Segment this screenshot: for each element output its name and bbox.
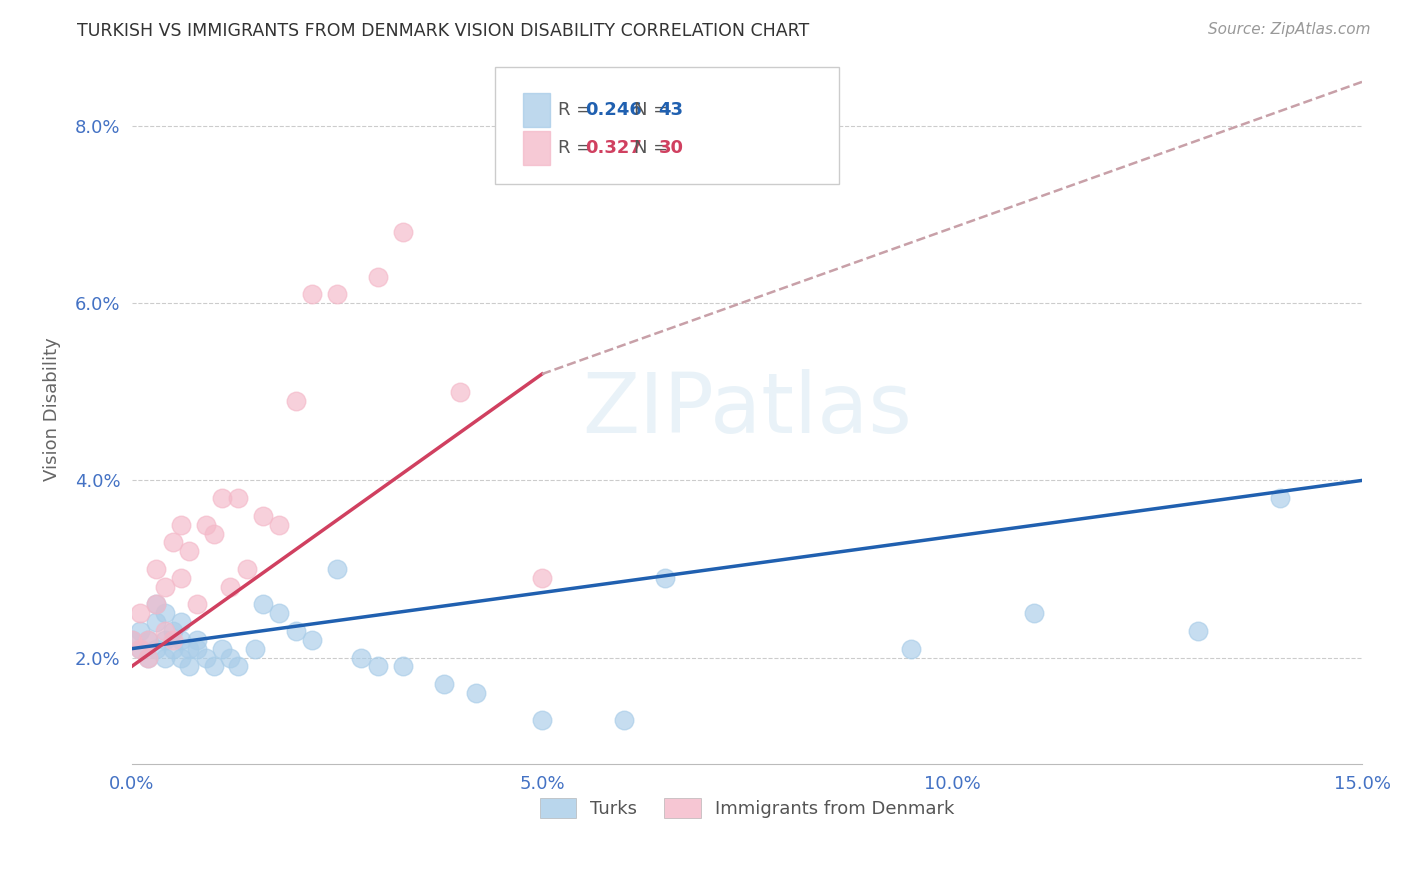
- Point: [186, 598, 208, 612]
- Point: [162, 624, 184, 638]
- Point: [136, 632, 159, 647]
- Text: ZIPatlas: ZIPatlas: [582, 369, 912, 450]
- Point: [121, 632, 143, 647]
- Point: [613, 713, 636, 727]
- Point: [153, 606, 176, 620]
- Point: [162, 632, 184, 647]
- Point: [243, 641, 266, 656]
- Text: 0.327: 0.327: [585, 139, 641, 157]
- Text: 0.246: 0.246: [585, 102, 641, 120]
- Point: [326, 562, 349, 576]
- Point: [170, 517, 193, 532]
- Point: [1270, 491, 1292, 505]
- Point: [129, 624, 152, 638]
- Point: [900, 641, 922, 656]
- Text: Source: ZipAtlas.com: Source: ZipAtlas.com: [1208, 22, 1371, 37]
- Text: R =: R =: [558, 139, 596, 157]
- Y-axis label: Vision Disability: Vision Disability: [44, 337, 60, 482]
- Point: [129, 641, 152, 656]
- Point: [367, 659, 389, 673]
- Text: N =: N =: [634, 139, 673, 157]
- Point: [179, 659, 201, 673]
- Point: [170, 615, 193, 629]
- Text: N =: N =: [634, 102, 673, 120]
- Point: [145, 598, 167, 612]
- Point: [153, 632, 176, 647]
- Point: [145, 562, 167, 576]
- Text: R =: R =: [558, 102, 596, 120]
- Point: [391, 225, 413, 239]
- Point: [301, 287, 323, 301]
- Text: 30: 30: [658, 139, 683, 157]
- Point: [219, 650, 242, 665]
- Point: [162, 641, 184, 656]
- Point: [654, 571, 676, 585]
- Point: [211, 641, 233, 656]
- Point: [432, 677, 454, 691]
- Point: [145, 641, 167, 656]
- Point: [1024, 606, 1046, 620]
- Point: [145, 598, 167, 612]
- Point: [301, 632, 323, 647]
- Point: [179, 544, 201, 558]
- Point: [530, 713, 553, 727]
- Point: [228, 659, 250, 673]
- Point: [136, 632, 159, 647]
- Point: [129, 641, 152, 656]
- Point: [1187, 624, 1209, 638]
- Point: [153, 650, 176, 665]
- Point: [121, 632, 143, 647]
- Point: [170, 650, 193, 665]
- Point: [194, 517, 217, 532]
- Point: [284, 624, 307, 638]
- Point: [391, 659, 413, 673]
- Point: [326, 287, 349, 301]
- Point: [202, 526, 225, 541]
- Point: [170, 571, 193, 585]
- Point: [179, 641, 201, 656]
- Point: [350, 650, 373, 665]
- Point: [219, 580, 242, 594]
- Text: TURKISH VS IMMIGRANTS FROM DENMARK VISION DISABILITY CORRELATION CHART: TURKISH VS IMMIGRANTS FROM DENMARK VISIO…: [77, 22, 810, 40]
- Bar: [523, 131, 550, 165]
- Point: [269, 606, 291, 620]
- Point: [530, 571, 553, 585]
- Point: [153, 580, 176, 594]
- Point: [145, 615, 167, 629]
- Point: [269, 517, 291, 532]
- Point: [194, 650, 217, 665]
- Point: [202, 659, 225, 673]
- Point: [129, 606, 152, 620]
- Point: [284, 393, 307, 408]
- Point: [186, 632, 208, 647]
- Text: 43: 43: [658, 102, 683, 120]
- Point: [367, 269, 389, 284]
- Point: [252, 508, 274, 523]
- Point: [449, 384, 471, 399]
- Legend: Turks, Immigrants from Denmark: Turks, Immigrants from Denmark: [533, 790, 962, 826]
- Point: [211, 491, 233, 505]
- Point: [252, 598, 274, 612]
- Point: [162, 535, 184, 549]
- Point: [465, 686, 488, 700]
- Point: [170, 632, 193, 647]
- Point: [228, 491, 250, 505]
- Bar: [523, 94, 550, 128]
- Point: [235, 562, 257, 576]
- FancyBboxPatch shape: [495, 67, 839, 184]
- Point: [186, 641, 208, 656]
- Point: [153, 624, 176, 638]
- Point: [136, 650, 159, 665]
- Point: [136, 650, 159, 665]
